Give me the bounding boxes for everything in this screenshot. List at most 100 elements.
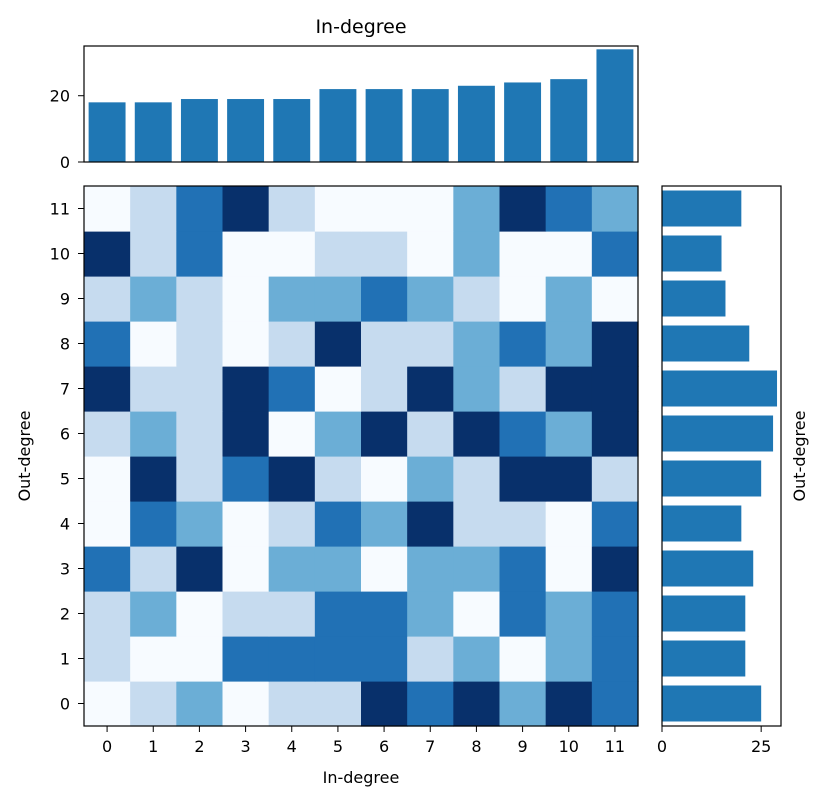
heatmap-cell-5-1 <box>314 636 362 682</box>
heatmap-cell-9-4 <box>499 501 547 547</box>
heatmap-cell-11-10 <box>591 231 639 277</box>
heatmap-cell-5-2 <box>314 591 362 637</box>
heatmap-cell-2-5 <box>176 456 224 502</box>
heatmap-y-tick-label: 11 <box>50 200 70 219</box>
heatmap-cell-2-2 <box>176 591 224 637</box>
heatmap-cell-7-11 <box>407 186 454 232</box>
heatmap-x-tick-label: 1 <box>148 737 158 756</box>
heatmap-cell-3-4 <box>222 501 270 547</box>
heatmap-cell-8-3 <box>453 546 501 592</box>
heatmap-cell-7-1 <box>407 636 454 682</box>
out-degree-bar-2 <box>662 595 746 632</box>
heatmap-x-tick-label: 10 <box>559 737 579 756</box>
heatmap-y-tick-label: 2 <box>60 605 70 624</box>
heatmap-y-tick-label: 1 <box>60 650 70 669</box>
in-degree-bar-4 <box>273 99 311 162</box>
in-degree-bar-1 <box>134 102 172 162</box>
heatmap-cell-10-3 <box>545 546 593 592</box>
heatmap-cell-5-9 <box>314 276 362 322</box>
heatmap: 0 1 2 3 4 5 6 7 8 9 10 11 0 1 2 3 4 5 6 7 8 9 10 11 <box>50 185 639 756</box>
heatmap-cell-9-2 <box>499 591 547 637</box>
heatmap-cell-2-3 <box>176 546 224 592</box>
heatmap-cell-7-10 <box>407 231 454 277</box>
heatmap-cell-8-8 <box>453 321 501 367</box>
heatmap-cell-5-8 <box>314 321 362 367</box>
heatmap-cell-9-8 <box>499 321 547 367</box>
heatmap-cell-3-2 <box>222 591 270 637</box>
heatmap-y-tick-label: 5 <box>60 470 70 489</box>
out-degree-bar-0 <box>662 685 762 722</box>
heatmap-cell-0-4 <box>84 501 131 547</box>
heatmap-cell-8-11 <box>453 186 501 232</box>
heatmap-frame <box>83 185 639 727</box>
heatmap-cell-11-8 <box>591 321 639 367</box>
heatmap-cell-10-5 <box>545 456 593 502</box>
heatmap-cell-7-3 <box>407 546 454 592</box>
heatmap-cell-11-5 <box>591 456 639 502</box>
heatmap-cell-5-0 <box>314 681 362 727</box>
heatmap-cell-2-0 <box>176 681 224 727</box>
right-histogram-frame <box>661 185 782 727</box>
heatmap-cell-10-4 <box>545 501 593 547</box>
out-degree-bar-4 <box>662 505 742 542</box>
heatmap-x-tick-label: 5 <box>333 737 343 756</box>
top-chart-title: In-degree <box>315 16 406 38</box>
heatmap-cell-0-8 <box>84 321 131 367</box>
heatmap-cell-2-10 <box>176 231 224 277</box>
heatmap-x-axis-label: In-degree <box>323 768 400 787</box>
heatmap-cell-4-8 <box>268 321 316 367</box>
heatmap-cell-4-3 <box>268 546 316 592</box>
heatmap-cell-0-0 <box>84 681 131 727</box>
heatmap-cell-2-11 <box>176 186 224 232</box>
out-degree-bar-3 <box>662 550 754 587</box>
heatmap-cell-2-4 <box>176 501 224 547</box>
heatmap-cell-1-2 <box>130 591 177 637</box>
heatmap-cell-10-11 <box>545 186 593 232</box>
heatmap-cell-0-3 <box>84 546 131 592</box>
heatmap-cell-4-2 <box>268 591 316 637</box>
heatmap-cell-10-10 <box>545 231 593 277</box>
heatmap-cell-0-6 <box>84 411 131 457</box>
heatmap-cell-3-10 <box>222 231 270 277</box>
heatmap-cell-4-9 <box>268 276 316 322</box>
heatmap-cell-3-6 <box>222 411 270 457</box>
heatmap-cell-9-10 <box>499 231 547 277</box>
heatmap-cell-4-5 <box>268 456 316 502</box>
right-histogram-x-tick-label: 0 <box>657 737 667 756</box>
heatmap-y-tick-label: 3 <box>60 560 70 579</box>
heatmap-cell-8-5 <box>453 456 501 502</box>
heatmap-y-tick-label: 4 <box>60 515 70 534</box>
heatmap-cell-1-10 <box>130 231 177 277</box>
heatmap-cell-0-2 <box>84 591 131 637</box>
out-degree-bar-7 <box>662 370 778 407</box>
heatmap-cell-9-11 <box>499 186 547 232</box>
heatmap-cell-6-6 <box>361 411 408 457</box>
top-histogram-frame <box>83 45 639 163</box>
heatmap-cell-8-4 <box>453 501 501 547</box>
heatmap-y-tick-label: 6 <box>60 425 70 444</box>
heatmap-cell-7-9 <box>407 276 454 322</box>
heatmap-cell-9-7 <box>499 366 547 412</box>
heatmap-cell-3-11 <box>222 186 270 232</box>
heatmap-cell-10-8 <box>545 321 593 367</box>
heatmap-cell-2-1 <box>176 636 224 682</box>
heatmap-cell-10-2 <box>545 591 593 637</box>
in-degree-bar-3 <box>227 99 265 162</box>
in-degree-bar-11 <box>596 49 634 163</box>
heatmap-cell-1-8 <box>130 321 177 367</box>
heatmap-cell-9-9 <box>499 276 547 322</box>
heatmap-cell-2-8 <box>176 321 224 367</box>
in-degree-bar-2 <box>180 99 218 162</box>
heatmap-cell-8-6 <box>453 411 501 457</box>
heatmap-cell-1-3 <box>130 546 177 592</box>
in-degree-bar-9 <box>504 82 542 162</box>
heatmap-x-tick-label: 11 <box>605 737 625 756</box>
heatmap-cell-11-9 <box>591 276 639 322</box>
right-histogram: 0 25 <box>657 185 782 756</box>
heatmap-cell-0-1 <box>84 636 131 682</box>
heatmap-cell-3-3 <box>222 546 270 592</box>
heatmap-cell-10-0 <box>545 681 593 727</box>
heatmap-cell-9-0 <box>499 681 547 727</box>
heatmap-cell-6-0 <box>361 681 408 727</box>
out-degree-bar-5 <box>662 460 762 497</box>
